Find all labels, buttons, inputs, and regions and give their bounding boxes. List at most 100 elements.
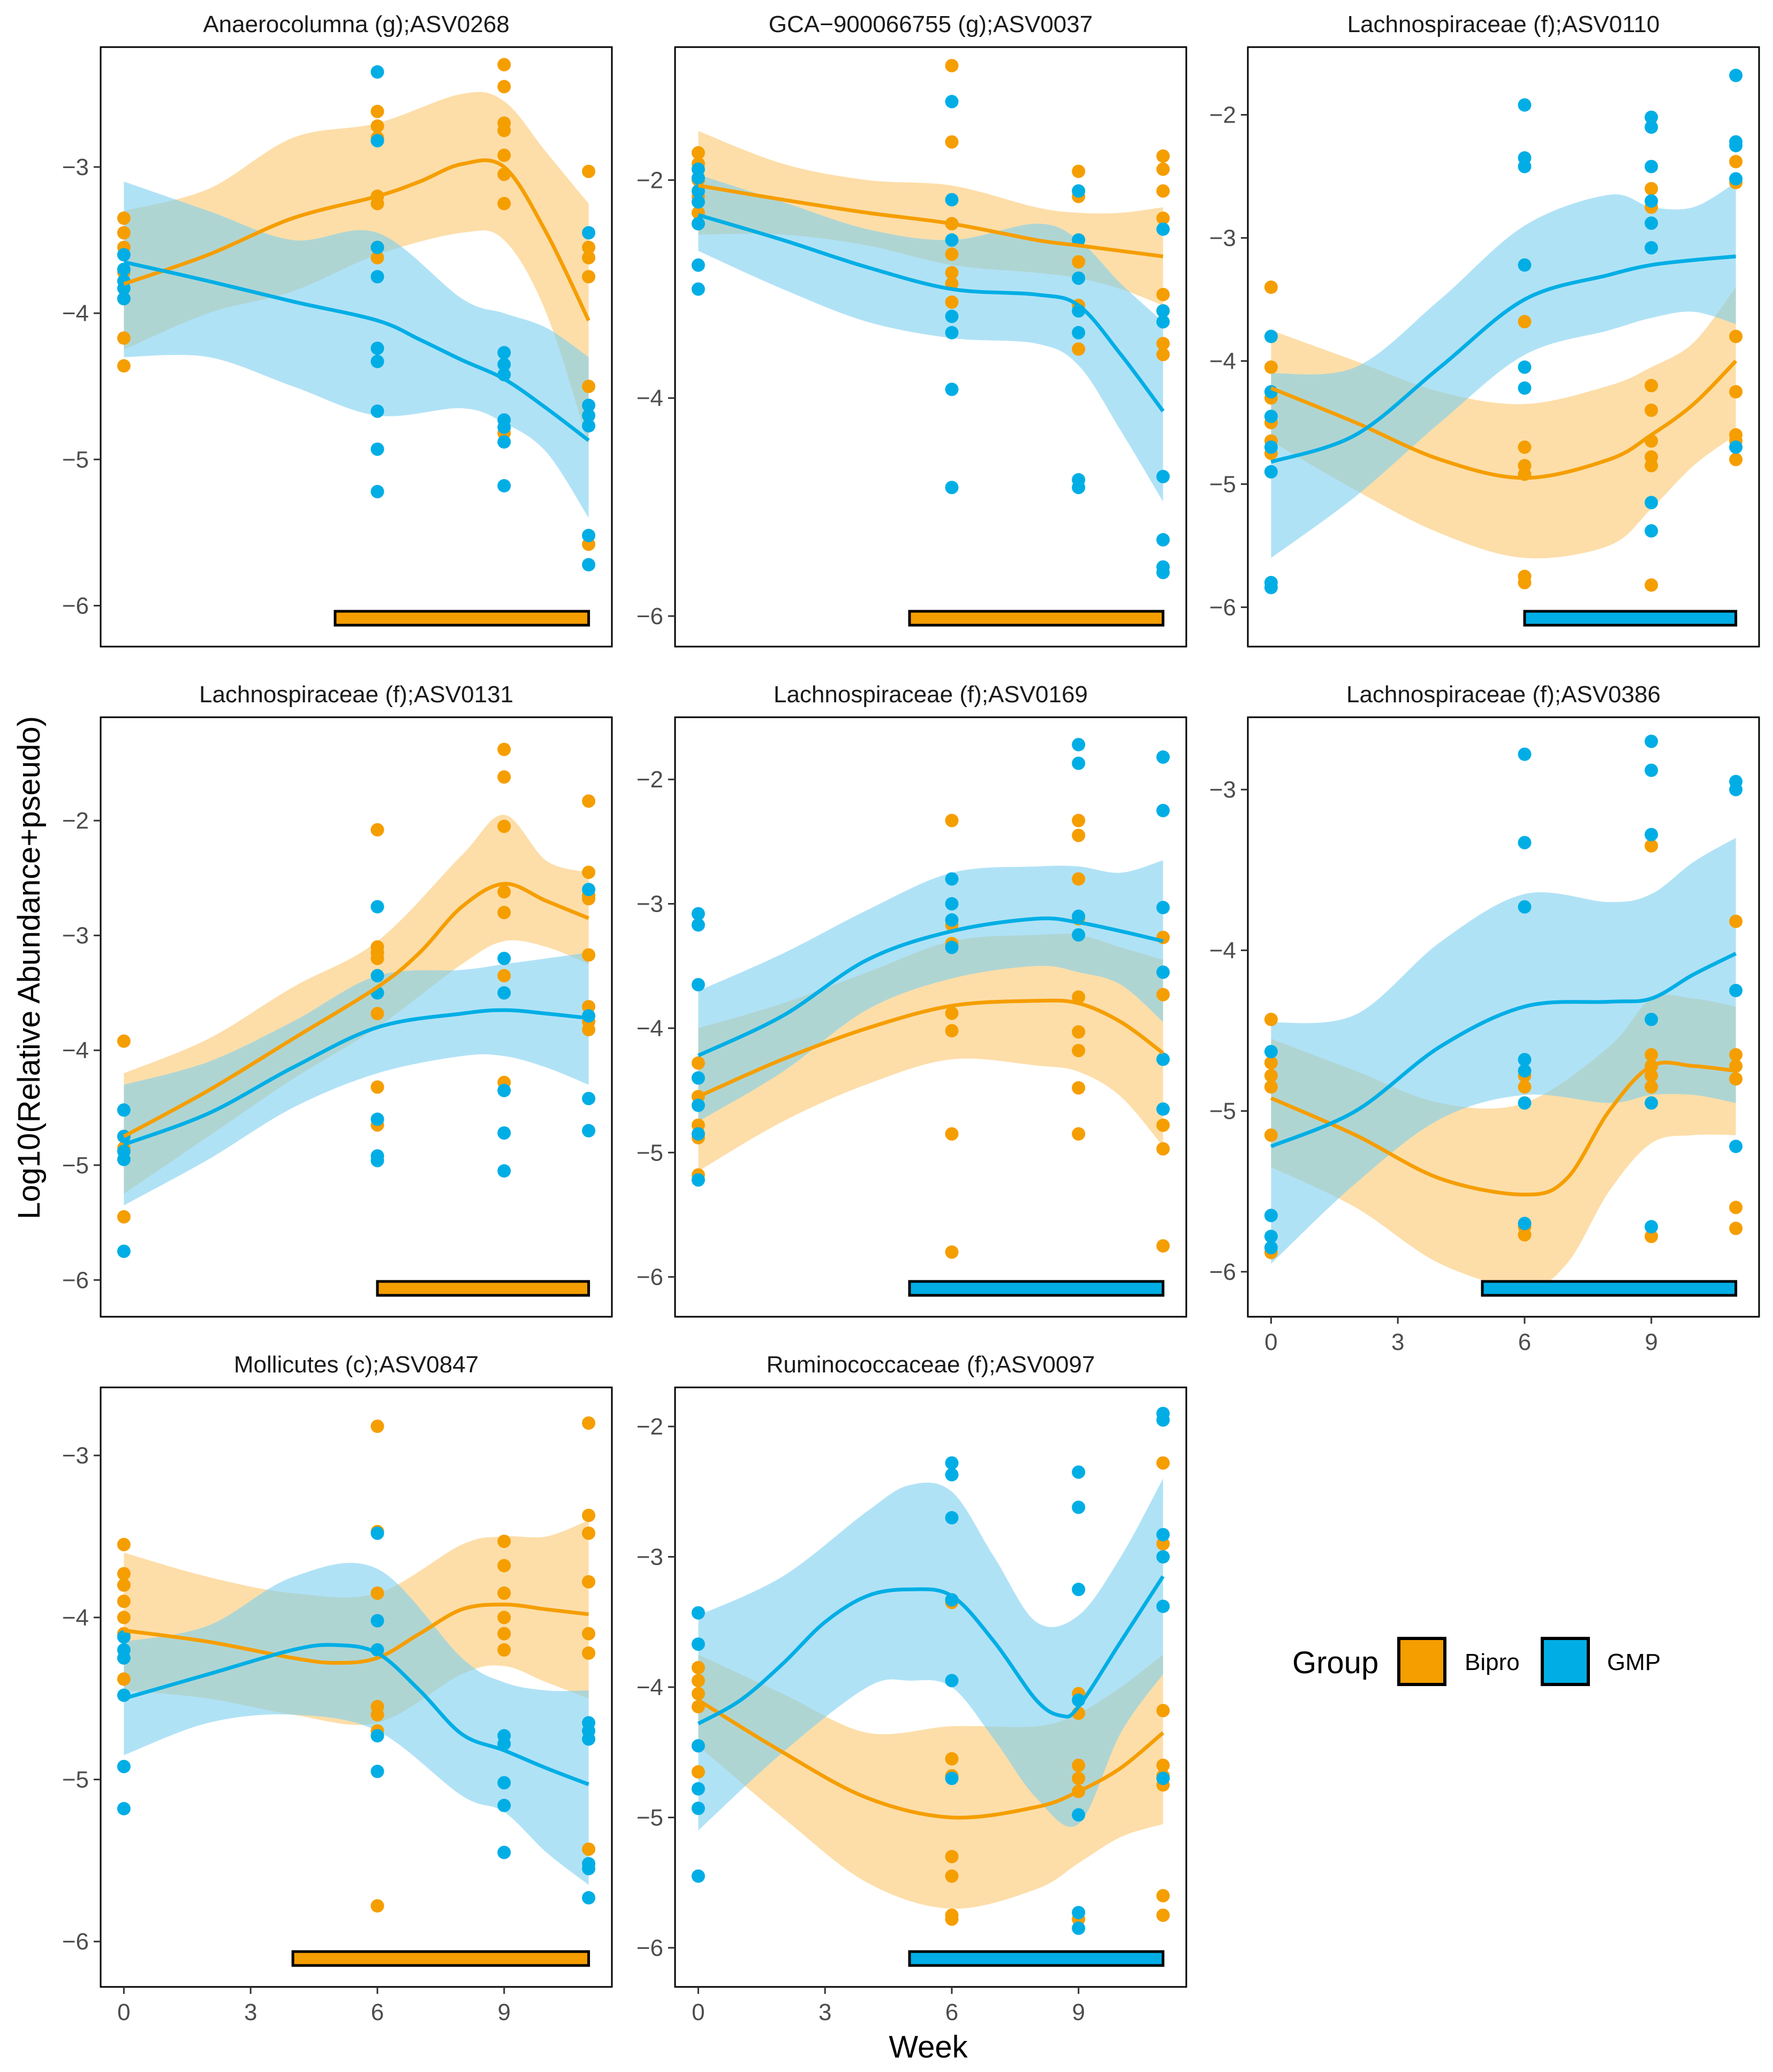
- point-gmp: [370, 442, 384, 456]
- point-bipro: [1072, 1025, 1086, 1039]
- x-tick-label: 0: [1264, 1329, 1277, 1355]
- point-gmp: [117, 1651, 131, 1665]
- point-gmp: [1518, 1217, 1532, 1231]
- point-bipro: [945, 1850, 959, 1863]
- point-bipro: [1518, 575, 1532, 589]
- point-gmp: [691, 282, 705, 296]
- y-tick-label: −4: [1209, 937, 1236, 963]
- point-bipro: [497, 1559, 511, 1573]
- point-bipro: [370, 104, 384, 118]
- point-gmp: [1264, 465, 1278, 479]
- point-bipro: [1518, 1228, 1532, 1242]
- point-gmp: [370, 404, 384, 418]
- point-gmp: [582, 558, 596, 572]
- point-bipro: [582, 1627, 596, 1641]
- point-bipro: [1264, 1128, 1278, 1142]
- point-bipro: [1645, 182, 1658, 195]
- point-bipro: [497, 819, 511, 833]
- plot-area: [1264, 69, 1743, 595]
- point-gmp: [691, 1801, 705, 1815]
- point-gmp: [1072, 326, 1086, 339]
- point-bipro: [1645, 1069, 1658, 1083]
- point-gmp: [1645, 828, 1658, 841]
- panel-8: Ruminococcaceae (f);ASV0097 −2 −3 −4 −5 −6 0 3 6…: [637, 1352, 1187, 2025]
- point-gmp: [1518, 1064, 1532, 1078]
- point-gmp: [1645, 1220, 1658, 1234]
- point-gmp: [1518, 360, 1532, 374]
- legend-label-bipro: Bipro: [1465, 1649, 1520, 1675]
- x-tick-label: 6: [371, 1999, 384, 2025]
- point-bipro: [370, 196, 384, 210]
- point-gmp: [582, 1091, 596, 1105]
- y-tick-label: −5: [1209, 1098, 1236, 1125]
- trend-line-bipro: [697, 998, 1164, 1098]
- point-bipro: [1072, 1044, 1086, 1058]
- point-gmp: [945, 913, 959, 927]
- legend-key-gmp: [1541, 1637, 1590, 1686]
- trend-line-gmp: [123, 1643, 589, 1786]
- point-gmp: [1264, 409, 1278, 423]
- point-gmp: [691, 1606, 705, 1620]
- point-bipro: [1156, 1758, 1170, 1772]
- point-bipro: [945, 814, 959, 828]
- point-gmp: [582, 408, 596, 422]
- point-gmp: [582, 1891, 596, 1904]
- significance-bar: [908, 1950, 1165, 1967]
- point-gmp: [1729, 783, 1743, 796]
- point-gmp: [497, 1846, 511, 1860]
- point-gmp: [370, 354, 384, 368]
- point-bipro: [497, 1611, 511, 1625]
- point-bipro: [1156, 1118, 1170, 1132]
- point-bipro: [1264, 1080, 1278, 1094]
- point-bipro: [497, 770, 511, 784]
- point-gmp: [497, 479, 511, 492]
- y-tick-label: −2: [62, 808, 89, 834]
- point-bipro: [1072, 829, 1086, 843]
- point-bipro: [1072, 814, 1086, 828]
- point-gmp: [1729, 69, 1743, 82]
- point-gmp: [1072, 1465, 1086, 1479]
- point-bipro: [1072, 342, 1086, 356]
- point-gmp: [117, 248, 131, 262]
- point-gmp: [945, 1511, 959, 1524]
- point-gmp: [1645, 524, 1658, 538]
- point-gmp: [1645, 496, 1658, 510]
- point-bipro: [370, 1586, 384, 1600]
- point-bipro: [497, 196, 511, 210]
- point-gmp: [945, 95, 959, 109]
- y-tick-label: −3: [1209, 777, 1236, 803]
- point-gmp: [370, 270, 384, 284]
- point-bipro: [370, 1420, 384, 1433]
- panel-title: Lachnospiraceae (f);ASV0169: [774, 681, 1088, 708]
- point-bipro: [1156, 1537, 1170, 1551]
- x-axis-title: Week: [889, 2030, 968, 2065]
- panel-title: GCA−900066755 (g);ASV0037: [769, 11, 1093, 37]
- y-tick-label: −6: [1209, 594, 1236, 620]
- point-bipro: [1729, 452, 1743, 466]
- point-gmp: [1156, 315, 1170, 329]
- point-gmp: [691, 1739, 705, 1753]
- point-gmp: [370, 240, 384, 254]
- point-gmp: [691, 258, 705, 272]
- trend-line-bipro: [698, 184, 1164, 259]
- y-tick-label: −4: [62, 300, 89, 327]
- panel-title: Ruminococcaceae (f);ASV0097: [767, 1352, 1095, 1378]
- point-gmp: [691, 918, 705, 932]
- point-bipro: [582, 1842, 596, 1856]
- point-gmp: [1518, 900, 1532, 914]
- x-tick-label: 0: [117, 1999, 130, 2025]
- point-gmp: [945, 872, 959, 886]
- y-tick-label: −3: [62, 154, 89, 180]
- point-bipro: [1072, 164, 1086, 178]
- point-gmp: [370, 1153, 384, 1167]
- point-bipro: [582, 1508, 596, 1522]
- point-gmp: [945, 897, 959, 910]
- point-bipro: [945, 247, 959, 261]
- point-gmp: [691, 1637, 705, 1651]
- point-gmp: [582, 1732, 596, 1746]
- point-gmp: [691, 171, 705, 185]
- point-gmp: [945, 193, 959, 207]
- trend-line-gmp: [1270, 254, 1736, 464]
- point-bipro: [945, 266, 959, 279]
- trend-line-gmp: [698, 213, 1165, 413]
